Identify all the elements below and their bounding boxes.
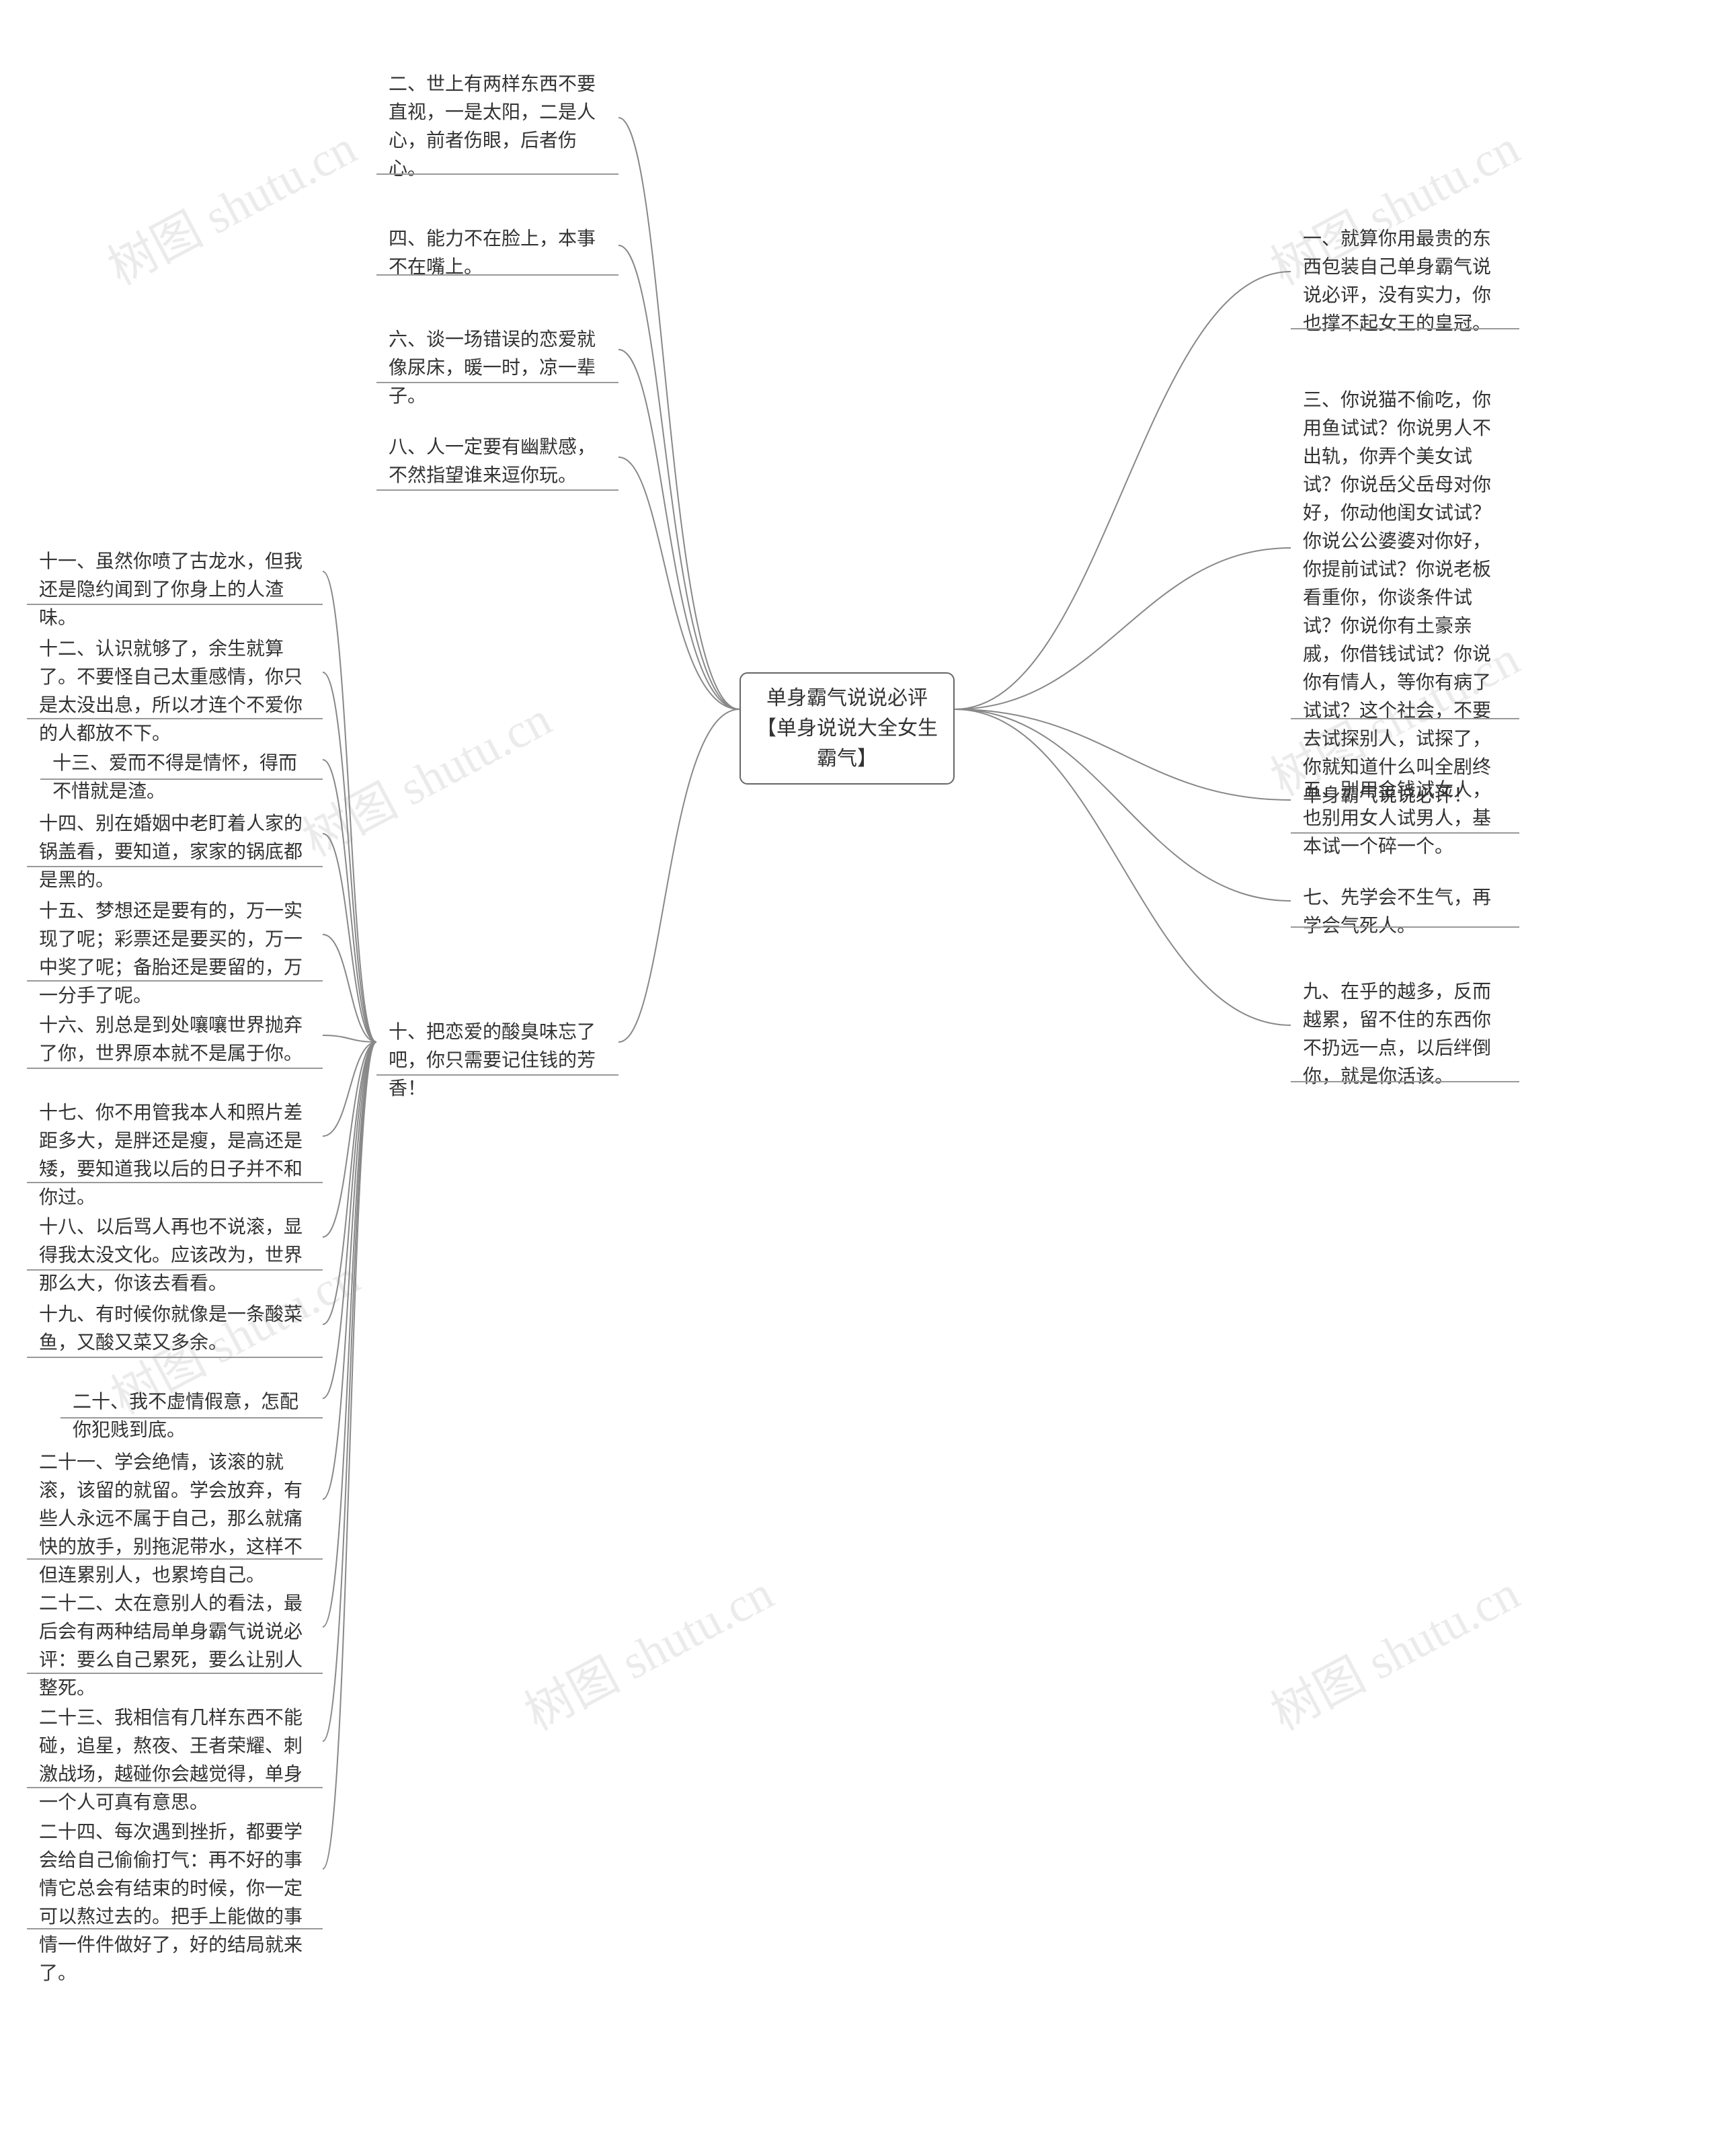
edge <box>323 1042 376 1324</box>
sub-node-s19[interactable]: 十九、有时候你就像是一条酸菜鱼，又酸又菜又多余。 <box>27 1291 323 1366</box>
node-divider <box>1291 1081 1519 1082</box>
edge <box>323 1042 376 1136</box>
left-node-l2[interactable]: 二、世上有两样东西不要直视，一是太阳，二是人心，前者伤眼，后者伤心。 <box>376 61 618 192</box>
left-node-l8[interactable]: 八、人一定要有幽默感，不然指望谁来逗你玩。 <box>376 424 618 499</box>
mindmap-canvas: 树图 shutu.cn 树图 shutu.cn 树图 shutu.cn 树图 shut… <box>0 0 1721 2156</box>
node-divider <box>1291 832 1519 834</box>
node-divider <box>376 173 618 175</box>
watermark: 树图 shutu.cn <box>288 680 561 869</box>
right-node-r7[interactable]: 七、先学会不生气，再学会气死人。 <box>1291 874 1519 949</box>
watermark: 树图 shutu.cn <box>1256 1554 1529 1743</box>
edge <box>323 1042 376 1237</box>
sub-node-s12[interactable]: 十二、认识就够了，余生就算了。不要怪自己太重感情，你只是太没出息，所以才连个不爱… <box>27 625 323 757</box>
edge <box>955 709 1291 1025</box>
sub-node-s17[interactable]: 十七、你不用管我本人和照片差距多大，是胖还是瘦，是高还是矮，要知道我以后的日子并… <box>27 1089 323 1221</box>
edge <box>618 118 739 709</box>
edge <box>323 672 376 1042</box>
left-node-l6[interactable]: 六、谈一场错误的恋爱就像尿床，暖一时，凉一辈子。 <box>376 316 618 420</box>
edge <box>618 709 739 1042</box>
edge <box>955 272 1291 709</box>
node-divider <box>27 1182 323 1183</box>
node-divider <box>27 1558 323 1560</box>
edge <box>323 1042 376 1741</box>
right-node-r5[interactable]: 五、别用金钱试女人，也别用女人试男人，基本试一个碎一个。 <box>1291 766 1519 870</box>
node-divider <box>376 1074 618 1076</box>
node-divider <box>27 1787 323 1788</box>
edge <box>323 1035 376 1042</box>
sub-node-s24[interactable]: 二十四、每次遇到挫折，都要学会给自己偷偷打气：再不好的事情它总会有结束的时候，你… <box>27 1808 323 1997</box>
node-divider <box>27 1357 323 1358</box>
edge <box>618 245 739 709</box>
node-divider <box>27 1068 323 1069</box>
edge <box>323 1042 376 1398</box>
node-divider <box>27 604 323 605</box>
edge <box>323 934 376 1042</box>
node-divider <box>376 489 618 491</box>
node-divider <box>27 866 323 867</box>
edge <box>323 1042 376 1869</box>
node-divider <box>1291 926 1519 928</box>
node-divider <box>40 778 323 780</box>
edge <box>955 709 1291 800</box>
right-node-r9[interactable]: 九、在乎的越多，反而越累，留不住的东西你不扔远一点，以后绊倒你，就是你活该。 <box>1291 968 1519 1100</box>
node-divider <box>1291 718 1519 719</box>
sub-node-s16[interactable]: 十六、别总是到处嚷嚷世界抛弃了你，世界原本就不是属于你。 <box>27 1002 323 1077</box>
watermark: 树图 shutu.cn <box>93 108 366 298</box>
sub-node-s21[interactable]: 二十一、学会绝情，该滚的就滚，该留的就留。学会放弃，有些人永远不属于自己，那么就… <box>27 1439 323 1599</box>
right-node-r1[interactable]: 一、就算你用最贵的东西包装自己单身霸气说说必评，没有实力，你也撑不起女王的皇冠。 <box>1291 215 1519 347</box>
edge <box>323 571 376 1042</box>
node-divider <box>1291 328 1519 329</box>
node-divider <box>61 1417 323 1419</box>
edge <box>618 350 739 709</box>
edge <box>618 457 739 709</box>
edge <box>323 760 376 1042</box>
edge <box>323 834 376 1042</box>
node-divider <box>376 274 618 276</box>
sub-node-s15[interactable]: 十五、梦想还是要有的，万一实现了呢；彩票还是要买的，万一中奖了呢；备胎还是要留的… <box>27 887 323 1019</box>
node-divider <box>376 382 618 383</box>
node-divider <box>27 1673 323 1674</box>
node-divider <box>27 718 323 719</box>
right-node-r3[interactable]: 三、你说猫不偷吃，你用鱼试试？你说男人不出轨，你弄个美女试试？你说岳父岳母对你好… <box>1291 376 1519 819</box>
edge <box>323 1042 376 1499</box>
watermark: 树图 shutu.cn <box>510 1554 783 1743</box>
center-node[interactable]: 单身霸气说说必评【单身说说大全女生霸气】 <box>739 672 955 785</box>
edge <box>955 709 1291 901</box>
sub-node-s22[interactable]: 二十二、太在意别人的看法，最后会有两种结局单身霸气说说必评：要么自己累死，要么让… <box>27 1580 323 1712</box>
edge <box>955 548 1291 709</box>
sub-node-s23[interactable]: 二十三、我相信有几样东西不能碰，追星，熬夜、王者荣耀、刺激战场，越碰你会越觉得，… <box>27 1694 323 1826</box>
left-node-l10[interactable]: 十、把恋爱的酸臭味忘了吧，你只需要记住钱的芳香！ <box>376 1008 618 1112</box>
node-divider <box>27 1269 323 1271</box>
node-divider <box>27 1928 323 1929</box>
edge <box>323 1042 376 1627</box>
left-node-l4[interactable]: 四、能力不在脸上，本事不在嘴上。 <box>376 215 618 290</box>
node-divider <box>27 980 323 982</box>
